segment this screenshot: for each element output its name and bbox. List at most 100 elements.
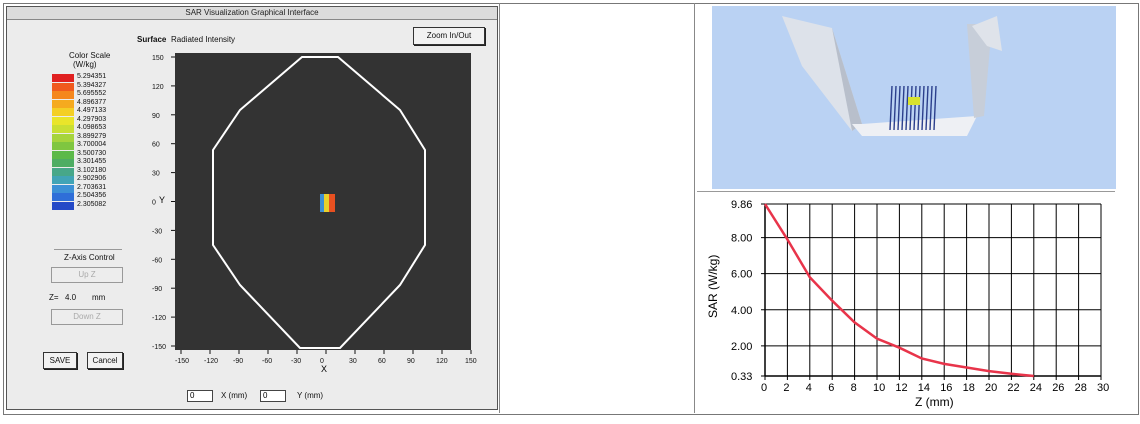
map-x-tick-label: 90: [407, 358, 415, 365]
color-scale-value: 3.301455: [77, 158, 107, 165]
group-divider: [54, 249, 122, 250]
sar-hotspot-mid: [324, 194, 329, 212]
color-scale-swatch: [52, 176, 74, 184]
scan-line: [921, 85, 925, 131]
sar-hotspot-cool: [320, 194, 325, 212]
color-scale-swatch: [52, 108, 74, 116]
map-y-tick-label: 60: [152, 142, 160, 149]
y-mm-label: Y (mm): [297, 391, 324, 400]
scan-line: [893, 85, 897, 131]
chart-x-axis-label: Z (mm): [915, 395, 954, 409]
map-y-tick-label: -90: [152, 286, 162, 293]
map-y-tick-label: 90: [152, 113, 160, 120]
scan-line: [913, 85, 917, 131]
scan-line: [917, 85, 921, 131]
color-scale-value: 3.102180: [77, 166, 107, 174]
chart-x-tick-label: 30: [1097, 382, 1109, 394]
chart-x-tick-label: 16: [940, 382, 952, 394]
map-x-tick-label: 0: [320, 358, 324, 365]
color-scale-swatch: [52, 116, 74, 125]
z-value: 4.0: [65, 293, 77, 302]
color-scale-value: 5.294351: [77, 73, 107, 80]
chart-y-tick-label: 2.00: [731, 341, 752, 353]
map-x-tick-label: -150: [175, 358, 189, 365]
phantom-wall-left: [782, 16, 862, 131]
chart-y-tick-label: 9.86: [731, 199, 752, 211]
color-scale-value: 3.500730: [77, 149, 107, 157]
map-x-tick-label: -60: [262, 358, 272, 365]
3d-phantom-render: [782, 16, 1002, 136]
scan-grid: [889, 85, 937, 131]
x-axis-label: X: [321, 364, 327, 374]
3d-phantom-view[interactable]: [712, 6, 1116, 189]
scan-line: [889, 85, 893, 131]
color-scale-value: 2.305082: [77, 200, 107, 208]
map-x-tick-label: 150: [465, 358, 477, 365]
sar-map-overlay: X Y -150 -120 -90 -60 -30 0 30 60 90 120 150 150 120…: [152, 55, 477, 374]
panel-divider: [499, 3, 500, 413]
chart-x-tick-label: 26: [1052, 382, 1064, 394]
chart-y-tick-label: 6.00: [731, 269, 752, 281]
chart-x-tick-label: 6: [828, 382, 834, 394]
scan-line: [901, 85, 905, 131]
color-scale-value: 4.297903: [77, 115, 107, 123]
scan-line: [909, 85, 913, 131]
phantom-wall-right-top: [972, 16, 1002, 51]
color-scale-value: 4.896377: [77, 98, 107, 106]
chart-x-tick-label: 28: [1075, 382, 1087, 394]
color-scale-value: 2.703631: [77, 183, 107, 191]
color-scale-swatch: [52, 91, 74, 99]
chart-x-tick-label: 4: [806, 382, 812, 394]
chart-x-tick-label: 18: [963, 382, 975, 394]
color-scale-swatch: [52, 201, 74, 210]
phantom-wall-right: [967, 24, 992, 118]
scan-hotspot: [908, 97, 920, 105]
map-x-tick-label: 120: [436, 358, 448, 365]
map-x-tick-label: -120: [204, 358, 218, 365]
color-scale-swatch: [52, 82, 74, 91]
map-y-tick-label: -150: [152, 344, 166, 351]
color-scale-swatch: [52, 125, 74, 133]
color-scale-value: 5.394327: [77, 81, 107, 89]
zoom-in-out-button[interactable]: Zoom In/Out: [413, 27, 485, 45]
color-scale-swatch: [52, 159, 74, 167]
map-x-tick-label: -90: [233, 358, 243, 365]
map-y-tick-label: -60: [152, 257, 162, 264]
map-y-tick-label: -120: [152, 315, 166, 322]
sar-z-graph-panel: 0 2 4 6 8 10 12 14 16 18 20 22 24 26 28 30 0.33 2.00 4.00 6…: [697, 191, 1115, 410]
chart-y-axis-label: SAR (W/kg): [706, 255, 720, 318]
color-scale-legend: 5.294351 5.394327 5.695552 4.896377 4.497133…: [52, 73, 132, 214]
chart-x-tick-label: 14: [918, 382, 930, 394]
chart-x-tick-label: 12: [895, 382, 907, 394]
sar-series-line: [763, 203, 1034, 378]
x-coordinate-input[interactable]: 0: [187, 390, 213, 402]
sar-hotspot-hot: [329, 194, 335, 212]
color-scale-value: 3.899279: [77, 132, 107, 140]
map-y-tick-label: -30: [152, 228, 162, 235]
down-z-button[interactable]: Down Z: [51, 309, 123, 325]
chart-x-tick-label: 0: [761, 382, 767, 394]
scan-line: [925, 85, 929, 131]
surface-value: Radiated Intensity: [171, 35, 236, 44]
scan-line: [905, 85, 909, 131]
map-x-tick-label: 60: [378, 358, 386, 365]
chart-x-tick-label: 20: [985, 382, 997, 394]
up-z-button[interactable]: Up Z: [51, 267, 123, 283]
map-x-tick-label: -30: [291, 358, 301, 365]
phantom-wall-shade: [832, 28, 862, 131]
color-scale-swatch: [52, 99, 74, 108]
z-label: Z=: [49, 293, 59, 302]
z-unit: mm: [92, 293, 106, 302]
cancel-button[interactable]: Cancel: [87, 352, 123, 369]
color-scale-swatch: [52, 74, 74, 82]
chart-x-tick-label: 8: [851, 382, 857, 394]
sar-vs-z-chart: 0 2 4 6 8 10 12 14 16 18 20 22 24 26 28 300.332.004.006…: [706, 199, 1109, 409]
scan-line: [929, 85, 933, 131]
scan-line: [933, 85, 937, 131]
y-coordinate-input[interactable]: 0: [260, 390, 286, 402]
color-scale-value: 4.497133: [77, 107, 107, 114]
panel-divider: [694, 3, 695, 413]
save-button[interactable]: SAVE: [43, 352, 77, 369]
color-scale-title: Color Scale: [69, 51, 111, 60]
scan-line: [897, 85, 901, 131]
